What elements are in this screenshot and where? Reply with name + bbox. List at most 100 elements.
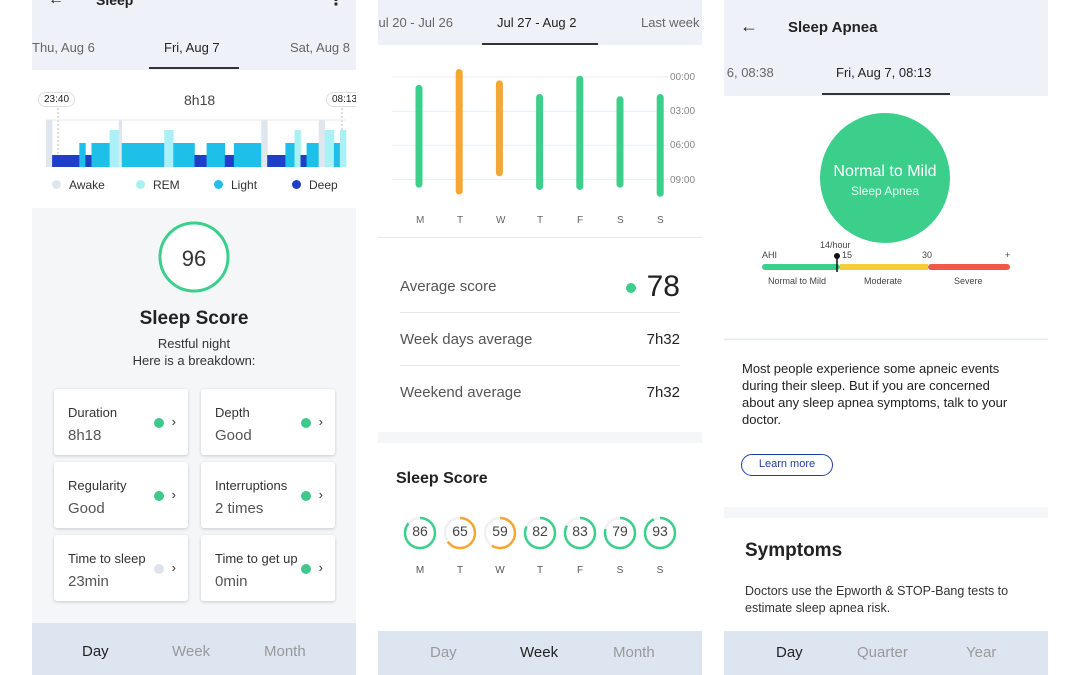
score-ring-progress — [643, 516, 677, 550]
nav-month[interactable]: Month — [613, 644, 655, 661]
card-title: Interruptions — [215, 478, 288, 493]
card-time-to-sleep[interactable]: Time to sleep 23min › — [54, 535, 188, 601]
apnea-description: Most people experience some apneic event… — [742, 361, 1008, 427]
sleep-stage-segment — [267, 155, 286, 167]
back-arrow-icon[interactable]: ← — [740, 16, 758, 36]
tab-current-record[interactable]: Fri, Aug 7, 08:13 — [836, 65, 932, 80]
tab-current-date[interactable]: Fri, Aug 7 — [164, 40, 220, 55]
card-value: Good — [68, 500, 105, 517]
page-title: Sleep Apnea — [788, 19, 878, 36]
score-summary: Restful night — [157, 336, 231, 351]
sleep-stage-segment — [109, 130, 119, 167]
score-ring-progress — [603, 516, 637, 550]
nav-year[interactable]: Year — [966, 644, 997, 661]
chevron-right-icon: › — [318, 560, 323, 575]
legend-rem-swatch — [136, 180, 145, 190]
result-circle — [820, 113, 950, 243]
weekly-score-section: Sleep Score 86 65 59 82 83 79 93 M T W T… — [378, 443, 702, 633]
day-label: S — [617, 215, 624, 226]
daily-score-rings — [403, 516, 677, 550]
legend-light: Light — [214, 178, 257, 192]
score-breakdown-intro: Here is a breakdown: — [132, 353, 256, 368]
nav-day[interactable]: Day — [776, 644, 803, 661]
card-title: Time to get up — [215, 551, 298, 566]
nav-quarter[interactable]: Quarter — [857, 644, 908, 661]
legend-rem: REM — [136, 178, 180, 192]
sleep-apnea-screen: ← Sleep Apnea Aug 6, 08:38 Fri, Aug 7, 0… — [724, 0, 1048, 675]
sleep-stage-segment — [306, 143, 319, 167]
bottom-nav: Day Week Month — [378, 631, 702, 675]
time-label: 06:00 — [670, 140, 696, 151]
ahi-value-label: 14/hour — [820, 240, 851, 250]
status-dot — [301, 418, 311, 428]
symptoms-text: Doctors use the Epworth & STOP-Bang test… — [745, 584, 1009, 615]
daily-score-day: W — [495, 565, 505, 576]
sleep-stage-segment — [300, 155, 307, 167]
sleep-stage-segment — [194, 155, 207, 167]
tab-prev-record[interactable]: Aug 6, 08:38 — [724, 65, 774, 80]
card-time-to-get-up[interactable]: Time to get up 0min › — [201, 535, 335, 601]
nav-day[interactable]: Day — [430, 644, 457, 661]
back-arrow-icon[interactable]: ← — [48, 0, 64, 9]
nav-week[interactable]: Week — [172, 643, 211, 660]
time-label: 09:00 — [670, 175, 696, 186]
symptoms-title: Symptoms — [745, 540, 843, 561]
card-depth[interactable]: Depth Good › — [201, 389, 335, 455]
learn-more-button[interactable]: Learn more — [741, 454, 833, 476]
sleep-stage-segment — [206, 143, 226, 167]
weekdays-average-row: Week days average 7h32 — [400, 313, 680, 366]
chevron-right-icon: › — [171, 560, 176, 575]
sleep-stage-segment — [118, 120, 122, 167]
card-duration[interactable]: Duration 8h18 › — [54, 389, 188, 455]
sleep-week-screen: Jul 20 - Jul 26 Jul 27 - Aug 2 Last week… — [378, 0, 702, 675]
sleep-stages-svg — [46, 100, 347, 167]
tab-next-week[interactable]: Last week — [641, 15, 700, 30]
daily-score-value: 59 — [492, 523, 508, 539]
ahi-segment-moderate — [840, 264, 928, 270]
day-label: T — [457, 215, 464, 226]
ahi-tick: 15 — [842, 250, 853, 260]
tab-prev-week[interactable]: Jul 20 - Jul 26 — [378, 15, 453, 30]
card-title: Regularity — [68, 478, 127, 493]
page-title: Sleep — [96, 0, 134, 8]
nav-day[interactable]: Day — [82, 643, 109, 660]
sleep-duration-label: 8h18 — [184, 92, 216, 108]
ahi-segment-label: Severe — [954, 276, 983, 286]
status-dot — [154, 418, 164, 428]
nav-week[interactable]: Week — [520, 644, 559, 661]
daily-score-day: S — [616, 565, 624, 576]
tab-current-week[interactable]: Jul 27 - Aug 2 — [497, 15, 577, 30]
tab-prev-date[interactable]: Thu, Aug 6 — [32, 40, 95, 55]
daily-score-value: 79 — [612, 523, 628, 539]
card-interruptions[interactable]: Interruptions 2 times › — [201, 462, 335, 528]
weekly-sleep-svg — [392, 68, 668, 197]
bottom-nav: Day Week Month — [32, 623, 356, 675]
card-regularity[interactable]: Regularity Good › — [54, 462, 188, 528]
sleep-stage-segment — [285, 143, 295, 167]
ahi-tick: + — [1005, 250, 1011, 260]
ahi-segment-severe — [928, 264, 1010, 270]
tab-next-date[interactable]: Sat, Aug 8 — [290, 40, 350, 55]
sleep-day-screen: ← Sleep ⋮ Thu, Aug 6 Fri, Aug 7 Sat, Aug… — [32, 0, 356, 675]
more-menu-icon[interactable]: ⋮ — [328, 0, 344, 9]
time-label: 00:00 — [670, 72, 696, 83]
ahi-scale — [762, 253, 1010, 272]
sleep-stage-segment — [46, 120, 53, 167]
ahi-label: AHI — [762, 250, 778, 260]
weekend-average-row: Weekend average 7h32 — [400, 366, 680, 419]
score-status-dot — [626, 283, 636, 293]
sleep-stage-segment — [52, 155, 80, 167]
daily-score-day: S — [656, 565, 664, 576]
average-score-value: 78 — [646, 270, 680, 303]
start-time-label: 23:40 — [38, 92, 76, 107]
status-dot — [301, 564, 311, 574]
nav-month[interactable]: Month — [264, 643, 306, 660]
averages-section: Average score 78 Week days average 7h32 … — [378, 237, 702, 432]
weekly-sleep-chart: 00:00 03:00 06:00 09:00 M T W T F S S — [378, 45, 702, 237]
legend-awake-swatch — [52, 180, 61, 190]
sleep-stage-segment — [261, 120, 268, 167]
row-label: Average score — [400, 278, 497, 295]
score-value: 96 — [181, 246, 207, 271]
card-value: 0min — [215, 573, 248, 590]
card-value: Good — [215, 427, 252, 444]
